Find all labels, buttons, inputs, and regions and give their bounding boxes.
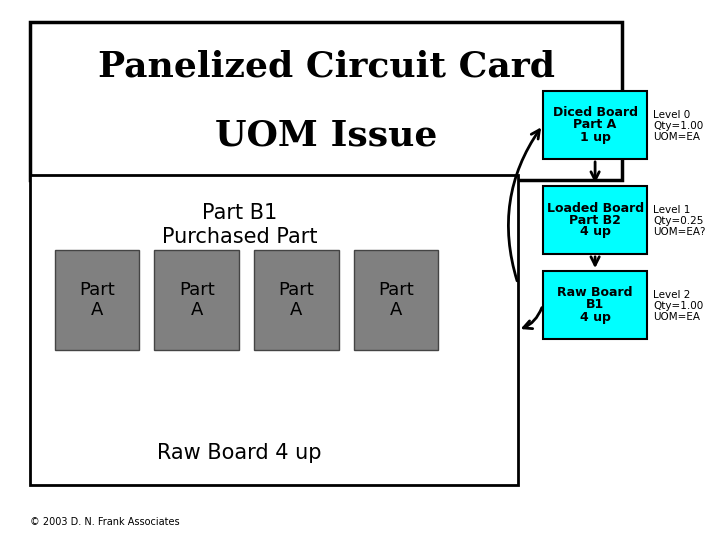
Text: UOM=EA: UOM=EA [653,312,701,322]
Text: UOM=EA: UOM=EA [653,132,701,142]
FancyBboxPatch shape [154,250,239,350]
FancyBboxPatch shape [30,175,518,485]
Text: B1: B1 [586,299,604,312]
Text: Part B2: Part B2 [569,213,621,226]
Text: Level 1: Level 1 [653,205,690,215]
FancyBboxPatch shape [354,250,438,350]
Text: 4 up: 4 up [580,226,611,239]
FancyBboxPatch shape [254,250,338,350]
Text: Panelized Circuit Card: Panelized Circuit Card [98,49,554,83]
FancyBboxPatch shape [543,186,647,254]
FancyBboxPatch shape [55,250,140,350]
Text: Level 2: Level 2 [653,290,690,300]
Text: Qty=1.00: Qty=1.00 [653,121,703,131]
Text: 4 up: 4 up [580,310,611,323]
Text: Part A: Part A [573,118,617,132]
Text: Raw Board 4 up: Raw Board 4 up [158,443,322,463]
FancyBboxPatch shape [543,271,647,339]
Text: Qty=0.25: Qty=0.25 [653,216,703,226]
Text: Raw Board: Raw Board [557,287,633,300]
Text: UOM Issue: UOM Issue [215,119,437,153]
Text: 1 up: 1 up [580,131,611,144]
Text: Part
A: Part A [279,281,314,319]
Text: Part B1: Part B1 [202,203,277,223]
Text: Part
A: Part A [79,281,115,319]
Text: © 2003 D. N. Frank Associates: © 2003 D. N. Frank Associates [30,517,179,527]
Text: Diced Board: Diced Board [552,106,638,119]
Text: Loaded Board: Loaded Board [546,201,644,214]
Text: Level 0: Level 0 [653,110,690,120]
Text: Purchased Part: Purchased Part [162,227,318,247]
Text: UOM=EA?: UOM=EA? [653,227,706,237]
Text: Part
A: Part A [179,281,215,319]
Text: Qty=1.00: Qty=1.00 [653,301,703,311]
FancyBboxPatch shape [30,22,623,180]
FancyBboxPatch shape [543,91,647,159]
Text: Part
A: Part A [378,281,414,319]
